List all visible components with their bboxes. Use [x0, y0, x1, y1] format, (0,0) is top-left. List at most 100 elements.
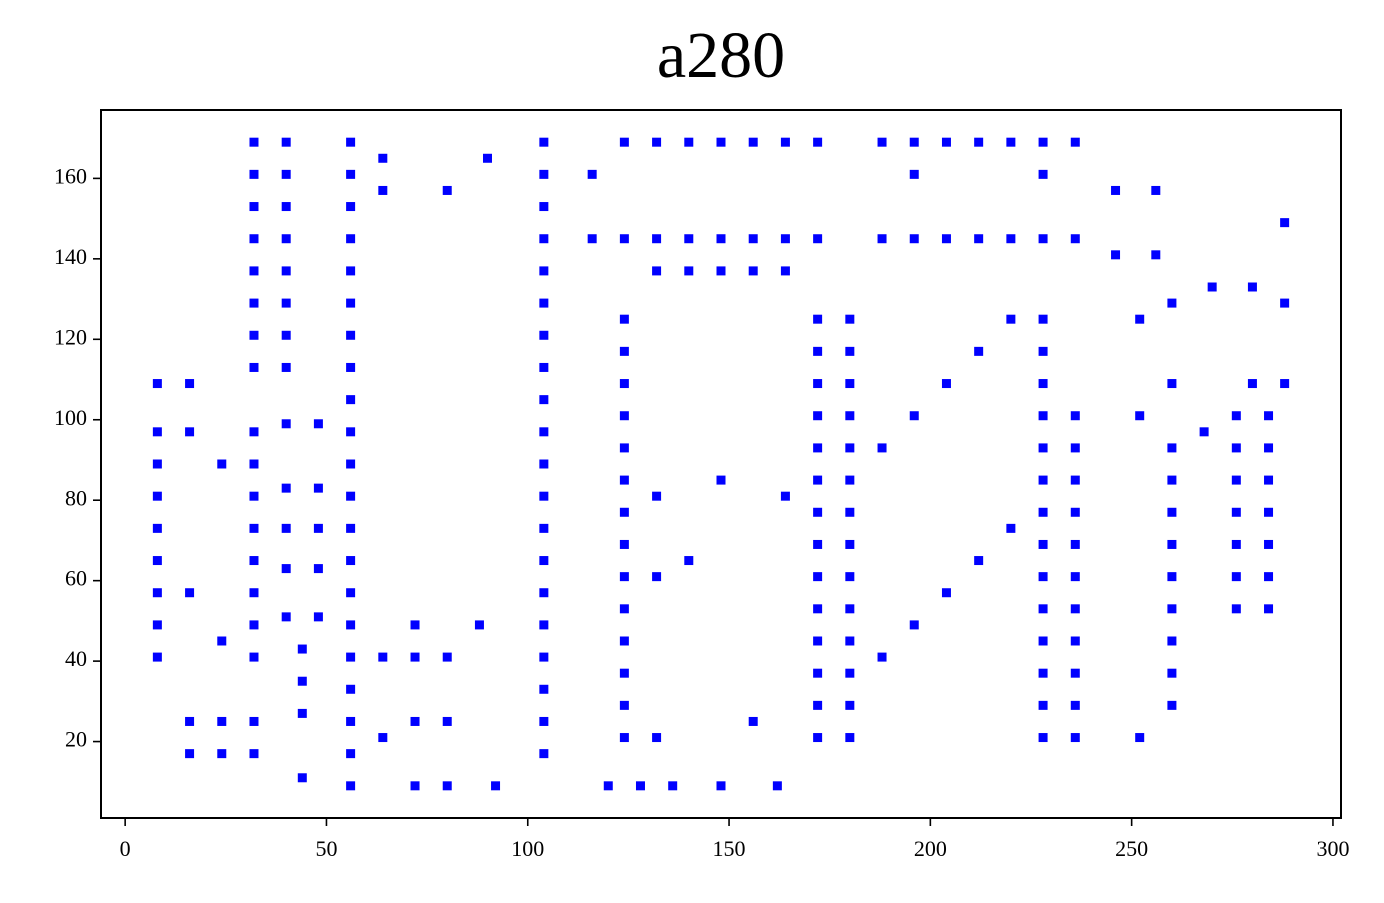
point	[619, 733, 629, 743]
point	[845, 733, 855, 743]
point	[313, 564, 323, 574]
point	[152, 588, 162, 598]
point	[684, 266, 694, 276]
point	[346, 427, 356, 437]
point	[249, 362, 259, 372]
point	[346, 556, 356, 566]
point	[346, 395, 356, 405]
x-tick-label: 50	[315, 836, 337, 861]
point	[619, 346, 629, 356]
point	[1070, 636, 1080, 646]
point	[1006, 314, 1016, 324]
point	[346, 266, 356, 276]
point	[941, 137, 951, 147]
point	[539, 169, 549, 179]
point	[1167, 539, 1177, 549]
point	[716, 266, 726, 276]
point	[1038, 411, 1048, 421]
point	[909, 137, 919, 147]
point	[684, 234, 694, 244]
point	[619, 604, 629, 614]
point	[346, 137, 356, 147]
point	[346, 620, 356, 630]
point	[152, 459, 162, 469]
point	[1070, 234, 1080, 244]
point	[1038, 733, 1048, 743]
point	[313, 419, 323, 429]
point	[845, 636, 855, 646]
point	[1231, 507, 1241, 517]
point	[1070, 443, 1080, 453]
y-tick-label: 40	[65, 646, 87, 671]
point	[877, 443, 887, 453]
point	[845, 475, 855, 485]
point	[281, 612, 291, 622]
x-tick-label: 200	[914, 836, 947, 861]
point	[539, 362, 549, 372]
point	[1038, 668, 1048, 678]
point	[652, 266, 662, 276]
point	[748, 137, 758, 147]
point	[619, 475, 629, 485]
point	[281, 330, 291, 340]
point	[1207, 282, 1217, 292]
point	[297, 644, 307, 654]
point	[281, 169, 291, 179]
point	[346, 749, 356, 759]
point	[539, 491, 549, 501]
point	[1264, 539, 1274, 549]
point	[249, 234, 259, 244]
point	[813, 604, 823, 614]
point	[1111, 185, 1121, 195]
point	[974, 556, 984, 566]
point	[281, 266, 291, 276]
point	[539, 330, 549, 340]
point	[346, 684, 356, 694]
x-tick-label: 250	[1115, 836, 1148, 861]
point	[313, 523, 323, 533]
point	[1167, 700, 1177, 710]
point	[909, 169, 919, 179]
point	[813, 668, 823, 678]
point	[587, 169, 597, 179]
point	[1264, 475, 1274, 485]
point	[1070, 475, 1080, 485]
point	[780, 491, 790, 501]
point	[1231, 604, 1241, 614]
y-tick-label: 120	[54, 324, 87, 349]
point	[1038, 700, 1048, 710]
point	[281, 137, 291, 147]
point	[410, 716, 420, 726]
point	[281, 419, 291, 429]
point	[941, 379, 951, 389]
point	[1167, 298, 1177, 308]
point	[1231, 475, 1241, 485]
point	[1167, 572, 1177, 582]
point	[346, 362, 356, 372]
point	[152, 556, 162, 566]
point	[909, 234, 919, 244]
x-tick-label: 150	[713, 836, 746, 861]
point	[217, 749, 227, 759]
point	[772, 781, 782, 791]
point	[684, 556, 694, 566]
y-tick-label: 60	[65, 566, 87, 591]
point	[716, 137, 726, 147]
point	[780, 234, 790, 244]
point	[152, 427, 162, 437]
point	[974, 346, 984, 356]
point	[185, 379, 195, 389]
point	[378, 733, 388, 743]
point	[152, 652, 162, 662]
point	[619, 539, 629, 549]
point	[877, 234, 887, 244]
point	[1231, 411, 1241, 421]
point	[1038, 475, 1048, 485]
point	[1231, 572, 1241, 582]
point	[539, 749, 549, 759]
point	[652, 491, 662, 501]
point	[217, 459, 227, 469]
point	[813, 314, 823, 324]
point	[152, 491, 162, 501]
